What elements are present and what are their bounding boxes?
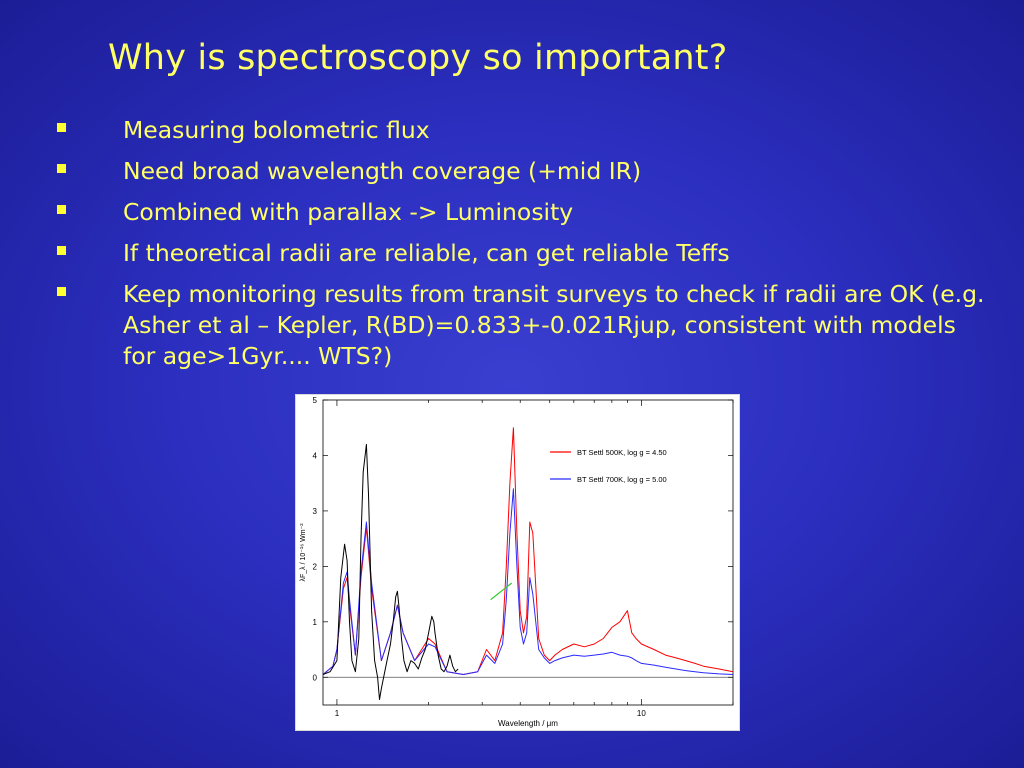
- legend-label: BT Settl 700K, log g = 5.00: [577, 475, 667, 484]
- series-line-observed: [322, 443, 459, 700]
- y-tick-label: 1: [313, 618, 318, 627]
- legend-label: BT Settl 500K, log g = 4.50: [577, 448, 667, 457]
- bullet-marker-icon: [57, 164, 66, 173]
- bullet-item: Keep monitoring results from transit sur…: [56, 279, 986, 372]
- series-line-bt-settl-700k: [322, 488, 734, 675]
- y-tick-label: 0: [313, 673, 318, 682]
- bullet-marker-icon: [57, 205, 66, 214]
- bullet-text: If theoretical radii are reliable, can g…: [123, 239, 730, 267]
- bullet-marker-icon: [57, 123, 66, 132]
- series-line-bt-settl-500k: [322, 427, 734, 675]
- x-tick-label: 1: [335, 709, 340, 718]
- bullet-text: Need broad wavelength coverage (+mid IR): [123, 157, 642, 185]
- y-tick-label: 4: [313, 451, 318, 460]
- bullet-item: Measuring bolometric flux: [56, 115, 986, 146]
- bullet-marker-icon: [57, 287, 66, 296]
- plot-frame: [322, 399, 734, 706]
- y-tick-label: 2: [313, 562, 318, 571]
- slide-title: Why is spectroscopy so important?: [108, 38, 728, 78]
- y-tick-label: 3: [313, 507, 318, 516]
- y-axis-label: λF_λ / 10⁻¹⁶ Wm⁻²: [300, 523, 307, 582]
- y-tick-label: 5: [313, 396, 318, 405]
- spectrum-chart: 0 1 2 3 4 5 1 10 Wavelength / μm λF_λ / 10⁻¹⁶ Wm⁻…: [300, 396, 734, 728]
- bullet-list: Measuring bolometric flux Need broad wav…: [56, 115, 986, 382]
- bullet-marker-icon: [57, 246, 66, 255]
- x-tick-label: 10: [637, 709, 646, 718]
- bullet-item: Need broad wavelength coverage (+mid IR): [56, 156, 986, 187]
- bullet-item: Combined with parallax -> Luminosity: [56, 197, 986, 228]
- bullet-text: Measuring bolometric flux: [123, 116, 430, 144]
- bullet-text: Keep monitoring results from transit sur…: [123, 280, 985, 370]
- bullet-item: If theoretical radii are reliable, can g…: [56, 238, 986, 269]
- series-line-photometry: [490, 582, 513, 601]
- spectrum-figure: 0 1 2 3 4 5 1 10 Wavelength / μm λF_λ / 10⁻¹⁶ Wm⁻…: [295, 394, 740, 731]
- bullet-text: Combined with parallax -> Luminosity: [123, 198, 574, 226]
- x-axis-label: Wavelength / μm: [498, 719, 558, 728]
